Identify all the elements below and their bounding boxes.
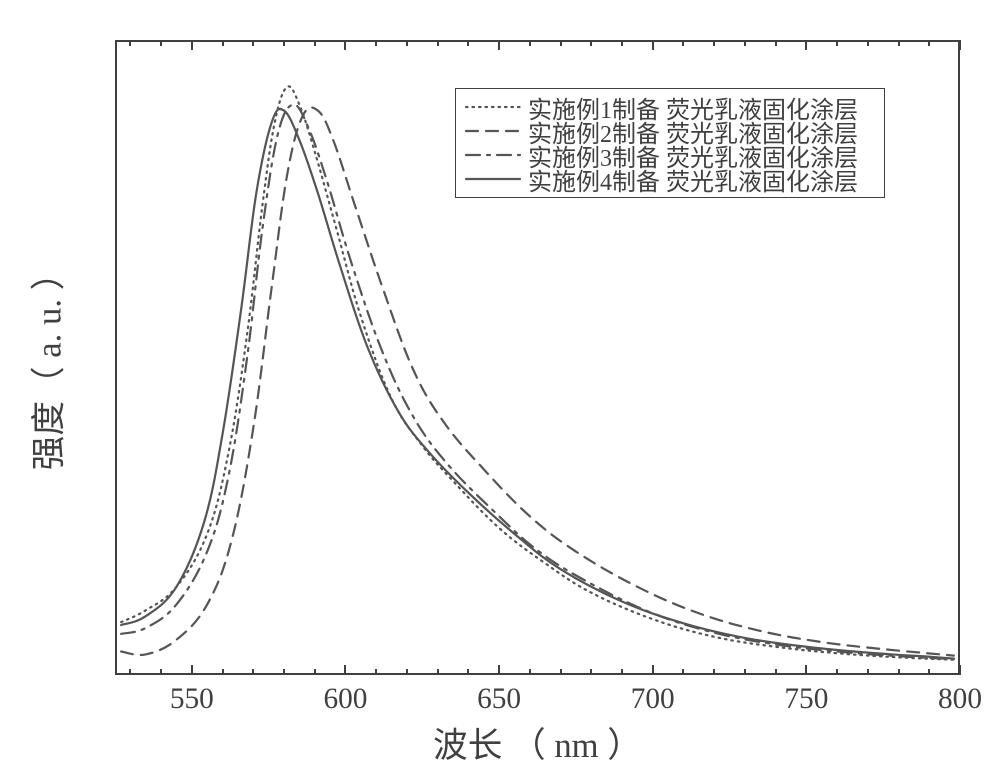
x-tick-major — [959, 665, 961, 675]
x-tick-minor — [160, 669, 162, 675]
legend-label: 实施例4制备 荧光乳液固化涂层 — [528, 162, 858, 197]
x-tick-minor-top — [314, 40, 316, 46]
x-tick-minor — [406, 669, 408, 675]
x-tick-minor — [129, 669, 131, 675]
x-tick-major-top — [498, 40, 500, 50]
x-tick-minor — [222, 669, 224, 675]
x-tick-minor — [375, 669, 377, 675]
x-tick-label: 750 — [784, 683, 828, 716]
x-tick-minor — [867, 669, 869, 675]
legend-row: 实施例4制备 荧光乳液固化涂层 — [464, 167, 876, 191]
x-tick-minor — [621, 669, 623, 675]
x-tick-minor — [467, 669, 469, 675]
legend: 实施例1制备 荧光乳液固化涂层实施例2制备 荧光乳液固化涂层实施例3制备 荧光乳… — [455, 88, 885, 198]
x-tick-minor-top — [375, 40, 377, 46]
legend-swatch — [464, 169, 522, 189]
x-tick-minor-top — [283, 40, 285, 46]
x-tick-minor-top — [222, 40, 224, 46]
x-tick-minor-top — [621, 40, 623, 46]
x-tick-major — [498, 665, 500, 675]
x-tick-minor — [283, 669, 285, 675]
x-tick-minor-top — [160, 40, 162, 46]
y-axis-label: 强度（ a. u. ） — [20, 45, 70, 680]
x-tick-minor-top — [252, 40, 254, 46]
x-tick-label: 650 — [477, 683, 521, 716]
x-tick-major-top — [191, 40, 193, 50]
x-tick-major-top — [344, 40, 346, 50]
x-tick-minor-top — [775, 40, 777, 46]
x-tick-minor-top — [560, 40, 562, 46]
x-tick-minor-top — [682, 40, 684, 46]
legend-swatch — [464, 145, 522, 165]
x-tick-major — [805, 665, 807, 675]
legend-swatch — [464, 97, 522, 117]
x-tick-minor-top — [529, 40, 531, 46]
x-tick-minor — [590, 669, 592, 675]
x-tick-minor — [744, 669, 746, 675]
x-tick-major — [344, 665, 346, 675]
x-tick-major-top — [652, 40, 654, 50]
x-tick-minor — [682, 669, 684, 675]
x-tick-minor — [252, 669, 254, 675]
x-tick-major — [191, 665, 193, 675]
x-tick-label: 550 — [170, 683, 214, 716]
x-tick-minor — [314, 669, 316, 675]
x-tick-minor — [836, 669, 838, 675]
x-tick-minor-top — [467, 40, 469, 46]
x-tick-minor-top — [437, 40, 439, 46]
x-tick-major — [652, 665, 654, 675]
x-tick-minor — [775, 669, 777, 675]
x-tick-major-top — [959, 40, 961, 50]
x-tick-minor — [529, 669, 531, 675]
x-tick-minor-top — [898, 40, 900, 46]
x-tick-label: 700 — [631, 683, 675, 716]
x-tick-minor — [928, 669, 930, 675]
x-tick-label: 800 — [938, 683, 982, 716]
legend-swatch — [464, 121, 522, 141]
x-tick-minor-top — [129, 40, 131, 46]
x-axis-label: 波长 （ nm ） — [115, 717, 960, 767]
x-tick-minor-top — [744, 40, 746, 46]
x-tick-minor-top — [713, 40, 715, 46]
x-tick-minor-top — [590, 40, 592, 46]
x-tick-minor-top — [836, 40, 838, 46]
x-tick-label: 600 — [323, 683, 367, 716]
x-tick-minor — [713, 669, 715, 675]
x-tick-minor — [437, 669, 439, 675]
x-tick-minor-top — [867, 40, 869, 46]
x-tick-major-top — [805, 40, 807, 50]
x-tick-minor — [560, 669, 562, 675]
figure: 550 600 650 700 750 800 波长 （ nm ） 强度（ a. u. ）… — [0, 0, 1000, 764]
x-tick-minor-top — [406, 40, 408, 46]
x-tick-minor-top — [928, 40, 930, 46]
x-tick-minor — [898, 669, 900, 675]
